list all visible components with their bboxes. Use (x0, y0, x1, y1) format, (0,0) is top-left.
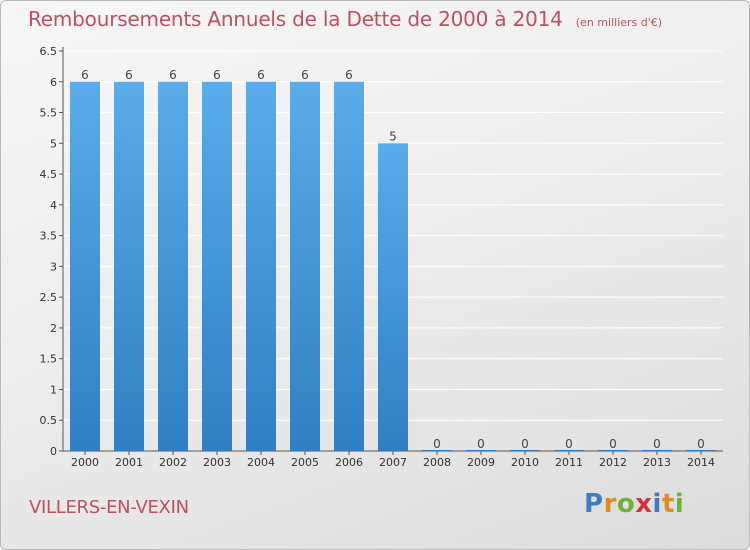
data-label: 6 (81, 68, 89, 82)
bar (246, 81, 276, 452)
y-tick-label: 3.5 (40, 230, 58, 243)
bar (378, 143, 408, 452)
data-label: 6 (345, 68, 353, 82)
bar (70, 81, 100, 452)
x-tick-label: 2005 (291, 456, 319, 469)
bar (466, 450, 496, 451)
bar (642, 450, 672, 451)
data-label: 0 (433, 437, 441, 451)
logo-letter: t (661, 489, 675, 519)
data-label: 0 (697, 437, 705, 451)
bars (70, 81, 716, 452)
x-tick-label: 2014 (687, 456, 715, 469)
logo-letter: i (674, 489, 685, 519)
data-label: 0 (565, 437, 573, 451)
bar (290, 81, 320, 452)
x-tick-label: 2001 (115, 456, 143, 469)
logo-letter: o (616, 489, 636, 519)
bar (422, 450, 452, 451)
x-tick-label: 2000 (71, 456, 99, 469)
data-label: 0 (609, 437, 617, 451)
y-tick-label: 4 (50, 199, 57, 212)
data-label: 5 (389, 129, 397, 143)
y-tick-label: 6 (50, 76, 57, 89)
title-block: Remboursements Annuels de la Dette de 20… (28, 7, 662, 31)
data-label: 6 (257, 68, 265, 82)
commune-name: VILLERS-EN-VEXIN (29, 497, 189, 518)
y-tick-label: 2.5 (40, 291, 58, 304)
x-tick-label: 2008 (423, 456, 451, 469)
bar (598, 450, 628, 451)
bar (114, 81, 144, 452)
x-tick-label: 2007 (379, 456, 407, 469)
bar (202, 81, 232, 452)
bar (686, 450, 716, 451)
proxiti-logo[interactable]: Proxiti (584, 489, 684, 519)
y-tick-label: 1.5 (40, 353, 58, 366)
logo-letter: P (584, 489, 604, 519)
bar (158, 81, 188, 452)
y-tick-label: 0 (50, 445, 57, 458)
data-label: 0 (653, 437, 661, 451)
x-tick-label: 2006 (335, 456, 363, 469)
data-label: 6 (301, 68, 309, 82)
labels: 0 0.5 1 1.5 2 2.5 3 3.5 4 4.5 5 5.5 6 6.5 6 2000 6 2001 6 2… (40, 45, 716, 469)
chart-subtitle: (en milliers d'€) (575, 16, 663, 29)
bar (510, 450, 540, 451)
data-label: 6 (213, 68, 221, 82)
chart-title: Remboursements Annuels de la Dette de 20… (28, 7, 563, 31)
data-label: 0 (521, 437, 529, 451)
y-tick-label: 1 (50, 383, 57, 396)
y-tick-label: 4.5 (40, 168, 58, 181)
y-tick-label: 0.5 (40, 414, 58, 427)
x-tick-label: 2010 (511, 456, 539, 469)
x-tick-label: 2002 (159, 456, 187, 469)
x-tick-label: 2012 (599, 456, 627, 469)
x-tick-label: 2009 (467, 456, 495, 469)
data-label: 6 (125, 68, 133, 82)
logo-letter: r (603, 489, 617, 519)
bar (334, 81, 364, 452)
x-tick-label: 2013 (643, 456, 671, 469)
data-label: 6 (169, 68, 177, 82)
y-tick-label: 3 (50, 260, 57, 273)
x-tick-label: 2004 (247, 456, 275, 469)
bar (554, 450, 584, 451)
x-tick-label: 2003 (203, 456, 231, 469)
y-tick-label: 5.5 (40, 107, 58, 120)
logo-letter: i (652, 489, 662, 519)
y-tick-label: 6.5 (40, 45, 58, 58)
logo-letter: x (635, 489, 653, 519)
x-tick-label: 2011 (555, 456, 583, 469)
data-label: 0 (477, 437, 485, 451)
y-tick-label: 2 (50, 322, 57, 335)
y-tick-label: 5 (50, 137, 57, 150)
